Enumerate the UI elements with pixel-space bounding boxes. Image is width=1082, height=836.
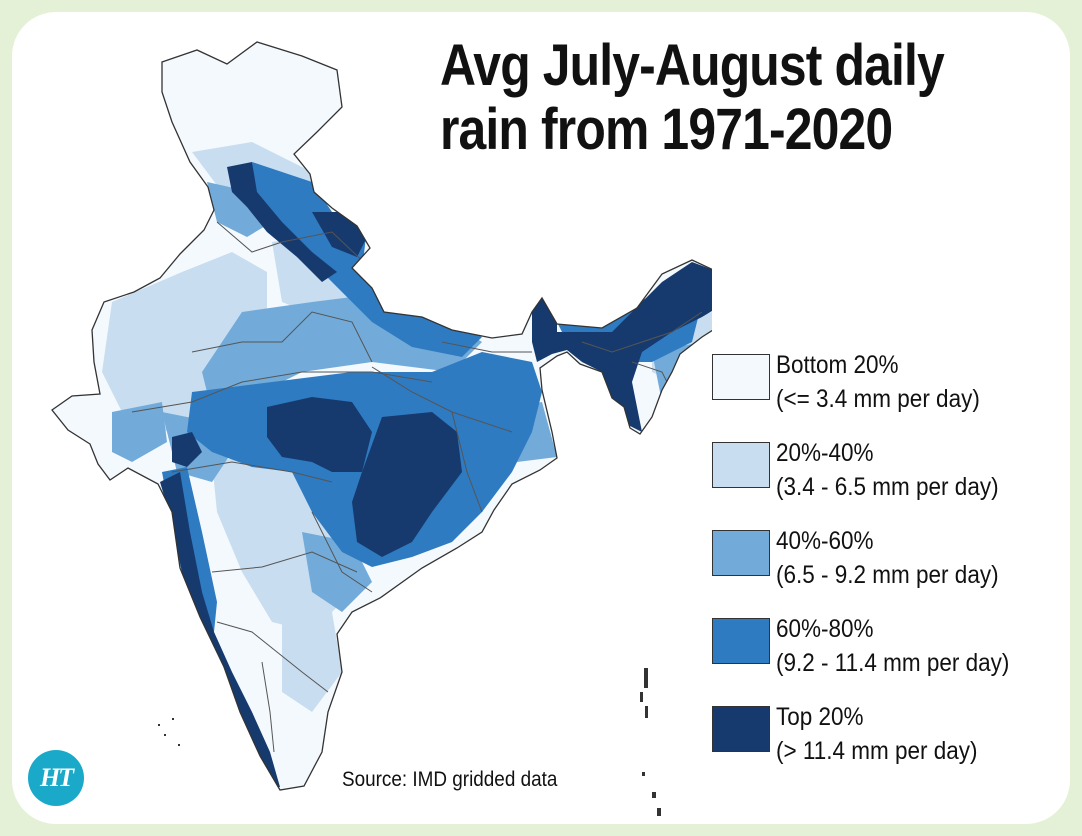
legend-item-top20: Top 20% (> 11.4 mm per day) [712, 700, 1062, 788]
andaman-nicobar-islands [640, 668, 661, 816]
state-boundaries [131, 221, 703, 753]
legend-swatch [712, 442, 770, 488]
title-line-1: Avg July-August daily [440, 33, 945, 98]
map-title: Avg July-August daily rain from 1971-202… [440, 34, 973, 162]
legend-swatch [712, 706, 770, 752]
legend-swatch [712, 354, 770, 400]
legend-label: 20%-40% [776, 439, 874, 467]
legend-label: Top 20% [776, 703, 864, 731]
legend-range: (6.5 - 9.2 mm per day) [776, 561, 999, 589]
title-line-2: rain from 1971-2020 [440, 97, 893, 162]
india-rainfall-map [51, 41, 712, 816]
legend-range: (9.2 - 11.4 mm per day) [776, 649, 1010, 677]
legend-swatch [712, 618, 770, 664]
legend-item-60-80: 60%-80% (9.2 - 11.4 mm per day) [712, 612, 1062, 700]
legend-item-40-60: 40%-60% (6.5 - 9.2 mm per day) [712, 524, 1062, 612]
legend-range: (<= 3.4 mm per day) [776, 385, 980, 413]
infographic-card: Avg July-August daily rain from 1971-202… [12, 12, 1070, 824]
source-note: Source: IMD gridded data [342, 768, 558, 791]
rain-zone-top20 [160, 162, 712, 787]
ht-logo: HT [28, 750, 84, 806]
legend-item-20-40: 20%-40% (3.4 - 6.5 mm per day) [712, 436, 1062, 524]
legend-label: Bottom 20% [776, 351, 899, 379]
legend-label: 40%-60% [776, 527, 874, 555]
lakshadweep-islands [158, 718, 180, 746]
legend-range: (> 11.4 mm per day) [776, 737, 978, 765]
legend: Bottom 20% (<= 3.4 mm per day) 20%-40% (… [712, 348, 1062, 788]
legend-swatch [712, 530, 770, 576]
legend-item-bottom20: Bottom 20% (<= 3.4 mm per day) [712, 348, 1062, 436]
legend-label: 60%-80% [776, 615, 874, 643]
legend-range: (3.4 - 6.5 mm per day) [776, 473, 999, 501]
